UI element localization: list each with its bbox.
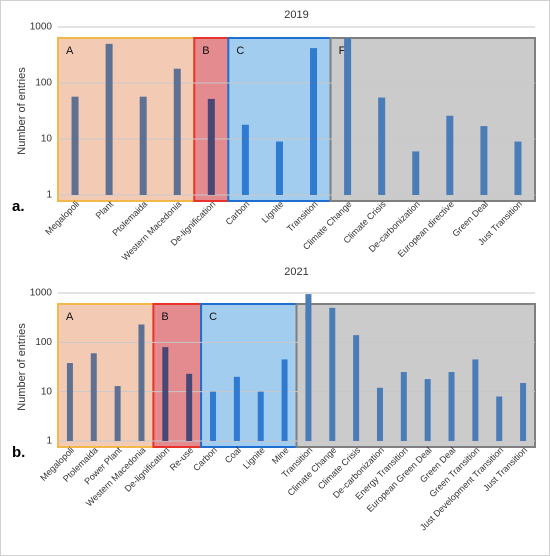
group-label: A <box>66 45 74 57</box>
group-label: C <box>236 45 244 57</box>
bar <box>378 97 386 195</box>
bar <box>514 141 522 195</box>
bar <box>448 372 455 441</box>
group-box <box>295 303 536 448</box>
bar <box>446 115 454 195</box>
y-tick-label: 100 <box>35 337 52 348</box>
group-label: A <box>66 311 74 323</box>
bar <box>329 307 336 441</box>
bar <box>186 373 193 441</box>
bar <box>496 396 503 441</box>
bar <box>472 359 479 441</box>
bar <box>344 38 352 195</box>
bar <box>90 353 97 441</box>
y-tick-label: 1 <box>46 190 52 201</box>
bar <box>162 347 169 441</box>
y-tick-label: 1000 <box>30 288 53 299</box>
panel-label: b. <box>12 444 25 461</box>
group-box <box>329 37 537 202</box>
bar <box>520 382 527 441</box>
bar <box>138 324 145 441</box>
group-box <box>152 303 203 448</box>
bar <box>305 294 312 441</box>
bar <box>207 98 215 195</box>
bar <box>480 126 488 195</box>
bar <box>257 391 264 441</box>
group-label: B <box>161 311 168 323</box>
panel-title: 2021 <box>284 266 308 278</box>
y-axis-label: Number of entries <box>16 323 28 411</box>
bar <box>233 376 240 441</box>
bar <box>241 124 249 195</box>
bar <box>353 335 360 441</box>
bar <box>210 391 217 441</box>
y-tick-label: 1 <box>46 436 52 447</box>
y-tick-label: 10 <box>41 134 53 145</box>
bar <box>424 379 431 441</box>
panel-label: a. <box>12 198 25 215</box>
bar <box>400 372 407 441</box>
y-tick-label: 1000 <box>30 22 53 33</box>
group-box <box>57 37 196 202</box>
group-label: F <box>339 45 346 57</box>
bar <box>139 96 147 195</box>
y-tick-label: 10 <box>41 386 53 397</box>
group-label: C <box>209 311 217 323</box>
bar <box>71 96 79 195</box>
bar <box>105 43 113 195</box>
group-box <box>57 303 155 448</box>
bar <box>114 386 121 441</box>
bar <box>66 363 73 441</box>
bar <box>281 359 288 441</box>
bar <box>412 151 420 195</box>
bar <box>310 48 318 196</box>
group-label: B <box>202 45 209 57</box>
y-axis-label: Number of entries <box>16 67 28 155</box>
bar <box>173 68 181 195</box>
bar <box>376 387 383 441</box>
bar <box>275 141 283 195</box>
panel-title: 2019 <box>284 9 308 21</box>
y-tick-label: 100 <box>35 78 52 89</box>
